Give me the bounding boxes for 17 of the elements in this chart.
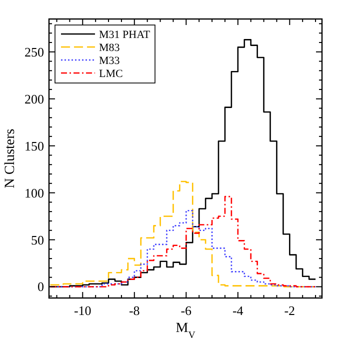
y-tick-label: 50 <box>31 232 44 248</box>
x-axis-title: M$_{V}$ <box>176 321 196 338</box>
x-tick-label: -6 <box>180 303 192 318</box>
legend-label: LMC <box>99 68 123 80</box>
x-tick-label: -10 <box>74 303 92 318</box>
y-tick-label: 250 <box>24 44 44 60</box>
y-tick-label: 150 <box>24 138 44 154</box>
legend-label: M83 <box>99 42 120 54</box>
y-axis-title: N Clusters <box>3 128 18 188</box>
x-tick-label: -2 <box>284 303 296 318</box>
x-tick-label: -8 <box>128 303 140 318</box>
y-tick-label: 0 <box>38 279 44 294</box>
legend-label: M33 <box>99 55 120 67</box>
legend-label: M31 PHAT <box>99 29 150 41</box>
y-tick-label: 200 <box>24 91 44 106</box>
y-tick-label: 100 <box>24 185 44 200</box>
x-tick-label: -4 <box>232 303 244 318</box>
